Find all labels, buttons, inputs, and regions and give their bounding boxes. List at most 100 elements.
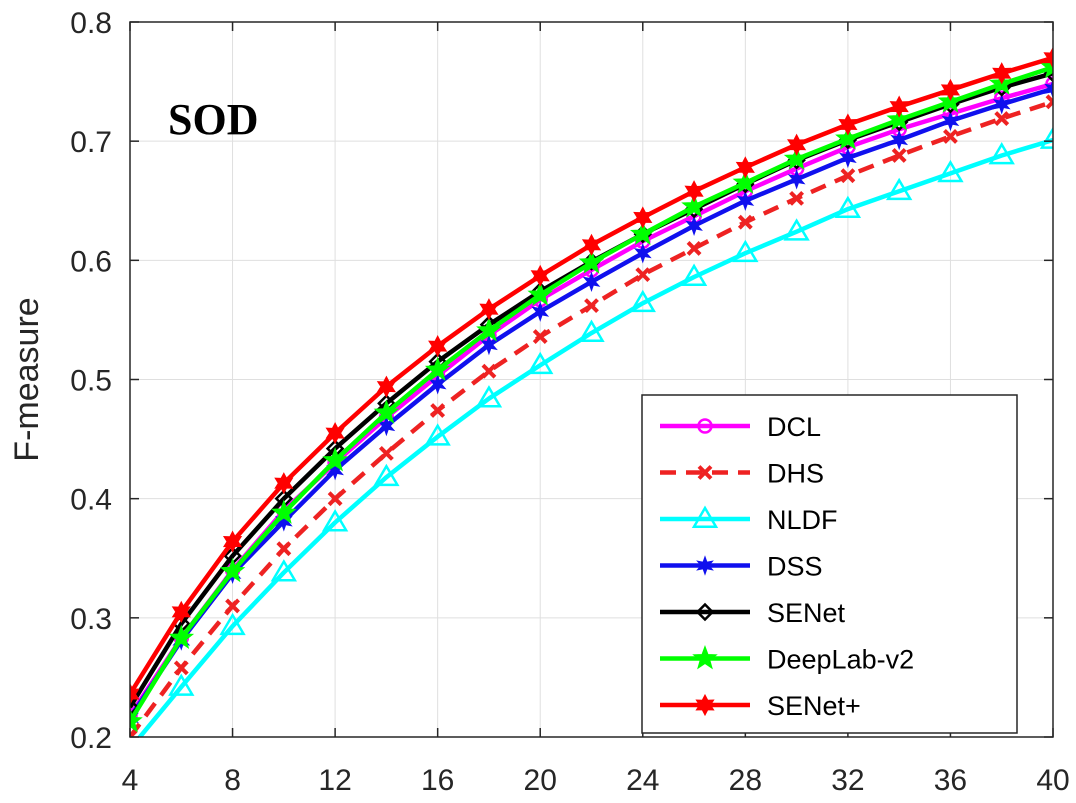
series-point-nldf [885,177,913,201]
legend-label-nldf: NLDF [767,505,838,535]
series-point-senet- [479,298,499,321]
series-point-senet- [940,78,961,102]
axes: 4 8 12 16 20 24 28 32 36 40 0.2 0.3 0.4 0.5 0.6 0.7 0.8 [70,7,1069,797]
series-point-deeplab-v2 [476,317,502,342]
series-point-dhs [840,168,856,184]
series-point-dhs [891,148,907,163]
series-point-deeplab-v2 [168,624,195,649]
legend-marker-dss [696,555,714,576]
series-point-senet- [787,133,807,156]
series-point-nldf [321,509,349,532]
series-point-dhs [737,214,753,230]
legend-marker-senet- [695,693,715,717]
series-point-dss [480,334,498,356]
series-point-senet- [581,233,602,256]
series-point-senet- [130,683,140,706]
legend-box [641,394,1018,734]
legend-label-dhs: DHS [767,459,824,489]
series-point-dhs [481,363,497,379]
x-tick-label: 12 [318,764,351,797]
series-dss [130,78,1053,729]
series-point-senet- [274,472,294,495]
series-point-nldf [578,319,605,342]
series-point-dhs [327,491,343,507]
series-point-senet- [530,264,550,287]
series-point-deeplab-v2 [130,708,143,733]
series-point-nldf [680,263,708,286]
series-point-dhs [686,241,702,256]
series-point-nldf [424,423,451,446]
series-line-nldf [136,137,1053,737]
series-point-dhs [635,267,651,283]
series-point-nldf [168,673,195,696]
series-point-dss [787,169,806,190]
x-tick-label: 32 [831,764,864,797]
series-point-nldf [270,559,298,582]
legend-label-dss: DSS [767,552,823,582]
series-point-deeplab-v2 [322,447,348,472]
legend-marker-dcl [697,418,713,434]
series-point-senet- [735,156,755,179]
series-point-dcl [1045,76,1053,92]
series-point-dss [274,511,293,532]
series-point-deeplab-v2 [886,106,912,131]
legend-marker-dhs [697,465,713,480]
y-tick-label: 0.2 [70,722,112,755]
series-point-deeplab-v2 [629,220,656,245]
series-point-nldf [1039,126,1053,149]
series-point-deeplab-v2 [219,557,246,583]
y-tick-label: 0.4 [70,484,112,517]
series-senet- [130,46,1053,706]
series-nldf [130,126,1053,737]
legend-marker-senet [695,602,715,622]
series-point-dss [428,374,447,395]
legend-label-senet: SENet [767,598,846,628]
series-point-dhs [994,111,1010,126]
series-point-dhs [532,329,548,345]
series-point-deeplab-v2 [578,249,605,274]
x-tick-label: 40 [1036,764,1069,797]
x-tick-label: 24 [626,764,659,797]
series-point-senet- [838,113,858,136]
series-point-deeplab-v2 [1040,53,1053,79]
series-point-senet- [325,422,345,445]
series-point-nldf [732,239,759,263]
series-point-dss [890,129,909,151]
series-point-dss [685,215,703,237]
series-point-deeplab-v2 [373,399,400,424]
series-point-dss [839,147,857,169]
series-point-deeplab-v2 [732,169,759,194]
series-point-dhs [173,660,189,676]
x-tick-label: 8 [224,764,241,797]
series-point-senet- [1043,46,1053,69]
series-point-senet- [992,62,1012,85]
x-tick-label: 4 [122,764,139,797]
series-point-nldf [937,159,964,183]
series-point-deeplab-v2 [835,125,861,150]
legend-label-senet-: SENet+ [767,691,861,721]
x-tick-label: 16 [421,764,454,797]
x-tick-label: 20 [524,764,557,797]
series-point-dhs [1045,94,1053,110]
series-point-senet- [889,95,909,118]
series-point-deeplab-v2 [424,356,451,381]
x-tick-label: 36 [934,764,967,797]
y-tick-label: 0.6 [70,245,112,278]
series-point-dss [992,93,1011,115]
series-point-senet- [376,375,396,398]
series-point-deeplab-v2 [783,145,810,170]
series-point-nldf [527,351,554,375]
series-dhs [130,94,1053,737]
series-point-dhs [943,128,958,144]
series-point-dhs [430,403,446,418]
series-point-deeplab-v2 [681,193,707,218]
series-point-senet- [171,600,191,623]
series-point-nldf [475,385,503,408]
legend-label-deeplab-v2: DeepLab-v2 [767,645,914,675]
series-point-deeplab-v2 [271,499,297,524]
series-point-nldf [219,612,246,636]
series-point-senet- [428,335,448,358]
series-point-dhs [130,729,138,737]
series-point-dhs [276,541,292,557]
series-point-dhs [584,298,599,314]
